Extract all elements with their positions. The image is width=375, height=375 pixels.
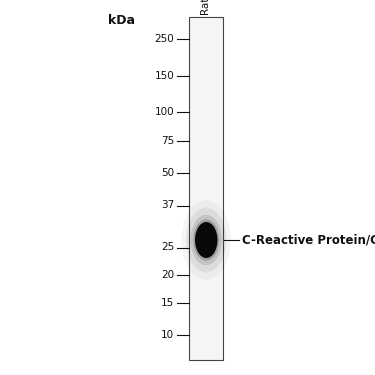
Text: 100: 100 bbox=[155, 107, 174, 117]
Text: 10: 10 bbox=[161, 330, 174, 339]
Bar bbox=[189, 17, 223, 360]
Text: Rat Liver: Rat Liver bbox=[201, 0, 211, 15]
Text: C-Reactive Protein/CRP: C-Reactive Protein/CRP bbox=[242, 234, 375, 246]
Ellipse shape bbox=[186, 208, 226, 272]
Ellipse shape bbox=[190, 215, 222, 265]
Text: 37: 37 bbox=[161, 201, 174, 210]
Ellipse shape bbox=[194, 219, 219, 261]
Text: 50: 50 bbox=[161, 168, 174, 178]
Ellipse shape bbox=[195, 222, 217, 258]
Text: 15: 15 bbox=[161, 298, 174, 308]
Text: kDa: kDa bbox=[108, 14, 135, 27]
Text: 20: 20 bbox=[161, 270, 174, 279]
Text: 150: 150 bbox=[154, 71, 174, 81]
Text: 75: 75 bbox=[161, 136, 174, 146]
Text: 250: 250 bbox=[154, 34, 174, 44]
Text: 25: 25 bbox=[161, 243, 174, 252]
